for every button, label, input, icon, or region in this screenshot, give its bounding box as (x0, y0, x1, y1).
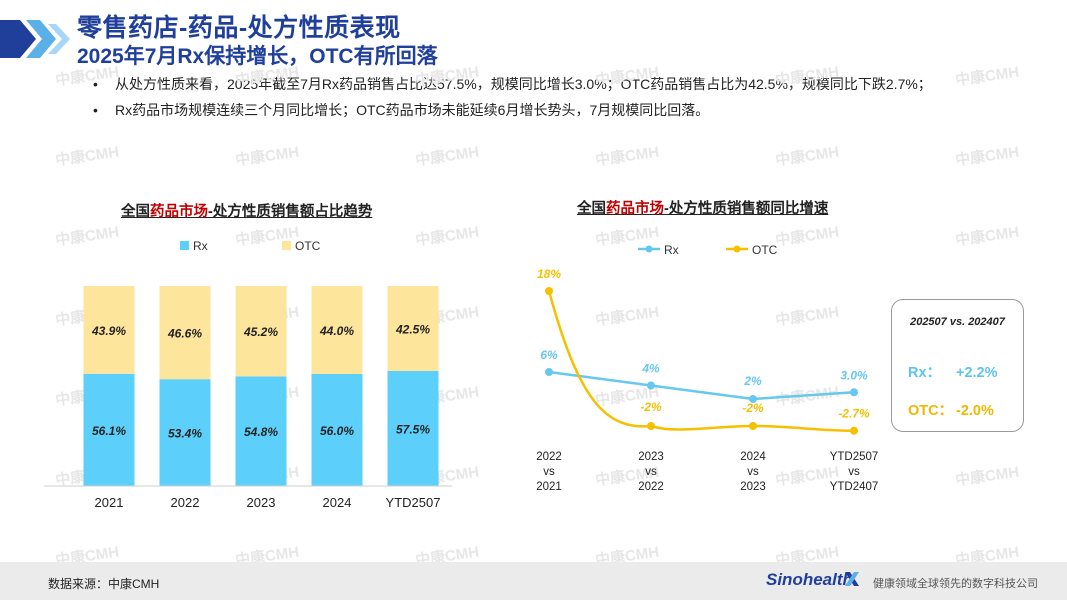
rx-marker (647, 381, 655, 390)
summary-otc-value: -2.0% (956, 403, 994, 419)
x-tick-label: YTD2507 (830, 451, 879, 463)
bar-rx (235, 376, 287, 486)
watermark-text: 中康CMH (234, 143, 301, 170)
legend-otc-swatch (282, 241, 291, 250)
watermark-text: 中康CMH (54, 143, 121, 170)
otc-marker (647, 422, 655, 430)
rx-data-label: 6% (540, 348, 558, 362)
watermark-text: 中康CMH (594, 143, 661, 170)
bar-rx (387, 371, 439, 486)
otc-data-label: 18% (537, 267, 561, 281)
watermark-text: 中康CMH (414, 143, 481, 170)
rx-marker (850, 388, 858, 397)
watermark-text: 中康CMH (954, 63, 1021, 90)
legend-otc-marker (733, 245, 741, 253)
bullet-list: 从处方性质来看，2025年截至7月Rx药品销售占比达57.5%，规模同比增长3.… (93, 72, 932, 124)
brand-x-icon (845, 572, 859, 586)
x-tick-label: 2021 (536, 481, 562, 493)
bar-rx-data-label: 53.4% (168, 427, 202, 441)
bar-otc-data-label: 45.2% (243, 325, 278, 339)
series-rx-line (548, 370, 855, 401)
bar-otc (387, 286, 439, 371)
line-chart-title: 全国药品市场-处方性质销售额同比增速 (577, 201, 829, 217)
watermark-text: 中康CMH (954, 463, 1021, 490)
rx-marker (545, 368, 553, 376)
watermark-text: 中康CMH (774, 143, 841, 170)
bar-otc (235, 286, 287, 377)
bar-rx (311, 374, 363, 486)
page-subtitle: 2025年7月Rx保持增长，OTC有所回落 (77, 45, 438, 68)
otc-data-label: -2% (640, 400, 662, 414)
watermark-text: 中康CMH (954, 143, 1021, 170)
bar-rx-data-label: 56.1% (92, 424, 126, 438)
x-tick-label: 2022 (171, 495, 200, 510)
bar-chart: Rx OTC 56.1% 43.9% 2021 53.4% 46.6% 2022 54.8% 45… (44, 239, 452, 510)
summary-rx-row: Rx： +2.2% (908, 361, 998, 382)
x-tick-label: 2023 (247, 495, 276, 510)
x-tick-label: YTD2507 (386, 495, 441, 510)
x-tick-label: 2022 (638, 481, 664, 493)
x-tick-label: 2023 (740, 481, 766, 493)
bar-rx-data-label: 57.5% (396, 423, 430, 437)
otc-marker (850, 426, 858, 435)
brand-tagline: 健康领域全球领先的数字科技公司 (873, 578, 1038, 590)
watermark-text: 中康CMH (954, 223, 1021, 250)
x-tick-label: 2024 (740, 451, 766, 463)
legend-rx-swatch (180, 241, 189, 250)
x-tick-label: 2022 (536, 451, 562, 463)
x-tick-label: YTD2407 (830, 481, 879, 493)
otc-data-label: -2.7% (838, 407, 870, 421)
otc-marker (749, 422, 757, 430)
rx-data-label: 2% (743, 374, 762, 388)
x-tick-label: vs (543, 466, 555, 478)
bullet-item: Rx药品市场规模连续三个月同比增长；OTC药品市场未能延续6月增长势头，7月规模… (93, 98, 932, 124)
bar-otc (311, 286, 363, 374)
legend-otc-label: OTC (752, 243, 778, 257)
bar-otc-data-label: 44.0% (319, 324, 354, 338)
summary-otc-row: OTC： -2.0% (908, 399, 994, 420)
summary-box-title: 202507 vs. 202407 (910, 316, 1005, 328)
summary-otc-label: OTC： (908, 403, 954, 419)
otc-marker (545, 287, 553, 295)
bar-rx (159, 379, 211, 486)
bar-otc (159, 286, 211, 380)
legend-rx-label: Rx (664, 243, 679, 257)
legend-rx-label: Rx (193, 239, 208, 253)
rx-data-label: 4% (641, 362, 660, 376)
brand-logo: Sinohealth (766, 570, 853, 589)
otc-data-label: -2% (742, 401, 764, 415)
x-tick-label: vs (645, 466, 657, 478)
summary-rx-value: +2.2% (956, 365, 998, 381)
footer: 数据来源：中康CMH Sinohealth 健康领域全球领先的数字科技公司 (0, 562, 1067, 600)
bullet-item: 从处方性质来看，2025年截至7月Rx药品销售占比达57.5%，规模同比增长3.… (93, 72, 932, 98)
rx-marker (749, 395, 757, 403)
bar-rx-data-label: 54.8% (244, 425, 278, 439)
bar-rx (83, 373, 135, 486)
data-source: 数据来源：中康CMH (48, 577, 160, 591)
rx-data-label: 3.0% (840, 368, 868, 382)
summary-rx-label: Rx： (908, 365, 942, 381)
bar-otc-data-label: 43.9% (91, 324, 126, 338)
bar-otc (83, 286, 135, 374)
x-tick-label: 2021 (95, 495, 124, 510)
page-title: 零售药店-药品-处方性质表现 (77, 14, 401, 42)
bar-rx-data-label: 56.0% (320, 424, 354, 438)
x-tick-label: vs (848, 466, 860, 478)
x-tick-label: 2024 (323, 495, 352, 510)
line-chart: Rx OTC 6% 4% 2% 3.0% 18% -2% -2% -2.7% 2022 vs 2021 2… (536, 243, 879, 493)
summary-box: 202507 vs. 202407 Rx： +2.2% OTC： -2.0% (891, 299, 1024, 432)
x-tick-label: 2023 (638, 451, 664, 463)
legend-rx-marker (645, 245, 653, 253)
legend-otc-label: OTC (295, 239, 321, 253)
series-otc-line (547, 290, 855, 432)
header-chevron-icon (0, 20, 70, 58)
bar-otc-data-label: 46.6% (167, 327, 202, 341)
x-tick-label: vs (747, 466, 759, 478)
bar-otc-data-label: 42.5% (395, 323, 430, 337)
bar-chart-title: 全国药品市场-处方性质销售额占比趋势 (121, 204, 373, 220)
